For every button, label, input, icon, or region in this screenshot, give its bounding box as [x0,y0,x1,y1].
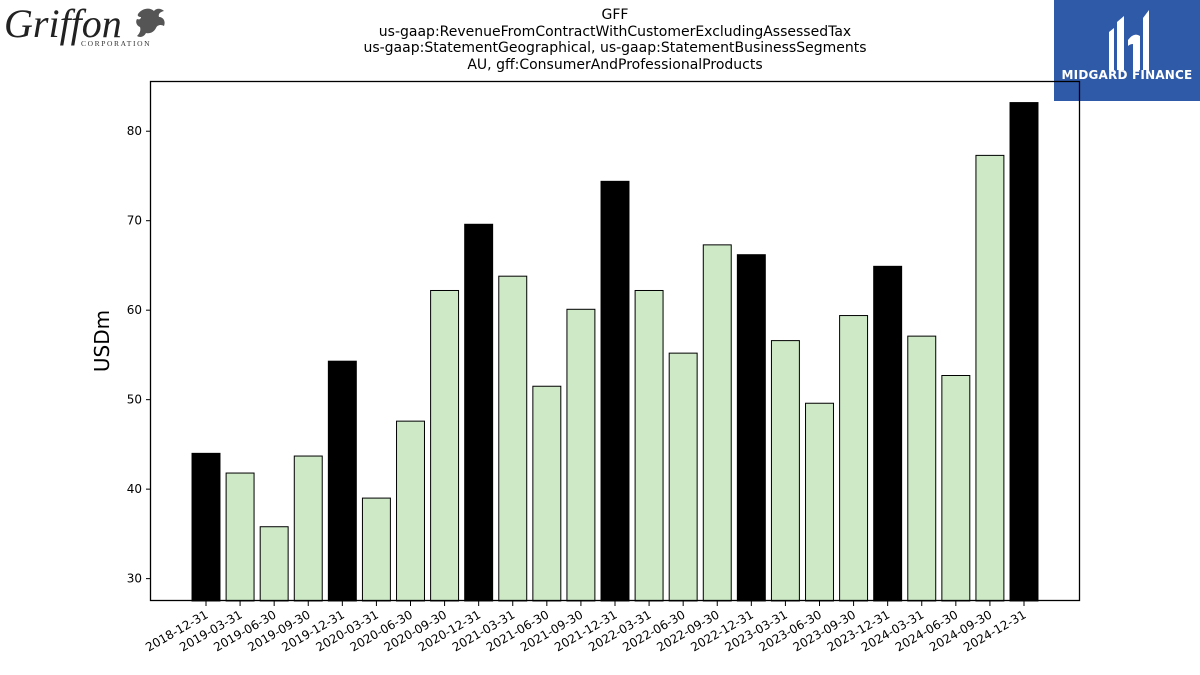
chart-title-line-2: us-gaap:RevenueFromContractWithCustomerE… [378,23,852,40]
y-tick-label: 60 [127,303,142,317]
bar-2024-09-30 [975,154,1005,602]
bar-2022-06-30 [668,352,698,602]
griffon-logo-text: Griffon [4,4,122,46]
y-tick-label: 40 [127,482,142,496]
chart-title: GFF us-gaap:RevenueFromContractWithCusto… [300,7,930,73]
bar-2019-12-31 [327,360,357,602]
y-axis: 30 40 50 60 70 80 [127,124,151,586]
bar-2020-09-30 [430,289,460,602]
chart-title-line-4: AU, gff:ConsumerAndProfessionalProducts [467,56,763,73]
plot-frame [149,80,1081,602]
bar-2022-09-30 [702,244,732,602]
bar-2023-12-31 [873,265,903,602]
midgard-finance-logo: MIDGARD FINANCE [1054,0,1200,101]
griffon-logo-subtext: CORPORATION [81,39,151,48]
bar-2021-12-31 [600,180,630,602]
midgard-logo-icon [1109,10,1149,70]
y-tick-label: 30 [127,572,142,586]
bar-2019-03-31 [225,472,255,602]
bar-2024-06-30 [941,375,971,602]
midgard-logo-text: MIDGARD FINANCE [1061,68,1193,82]
bar-2023-09-30 [839,315,869,602]
chart-title-line-3: us-gaap:StatementGeographical, us-gaap:S… [363,40,867,56]
y-tick-label: 50 [127,393,142,407]
bar-2022-03-31 [634,289,664,602]
bar-2019-06-30 [259,526,289,602]
bar-2022-12-31 [736,254,766,602]
y-tick-label: 70 [127,214,142,228]
bar-2021-03-31 [498,275,528,602]
bar-2020-03-31 [361,497,391,602]
y-axis-label: USDm [90,310,114,372]
bar-2023-03-31 [770,340,800,602]
y-tick-label: 80 [127,124,142,138]
bar-2021-06-30 [532,385,562,602]
bar-2020-06-30 [396,420,425,602]
bar-2024-03-31 [907,335,937,602]
bar-2024-12-31 [1009,102,1039,602]
bar-2018-12-31 [191,452,221,602]
bar-2021-09-30 [566,308,596,602]
griffon-logo: Griffon CORPORATION [4,1,168,50]
chart-title-line-1: GFF [601,7,629,23]
bars-group [191,102,1039,602]
griffin-icon [136,8,165,37]
bar-2020-12-31 [464,223,494,602]
bar-2023-06-30 [805,402,834,602]
x-axis: 2018-12-312019-03-312019-06-302019-09-30… [143,601,1029,654]
bar-2019-09-30 [293,455,323,602]
